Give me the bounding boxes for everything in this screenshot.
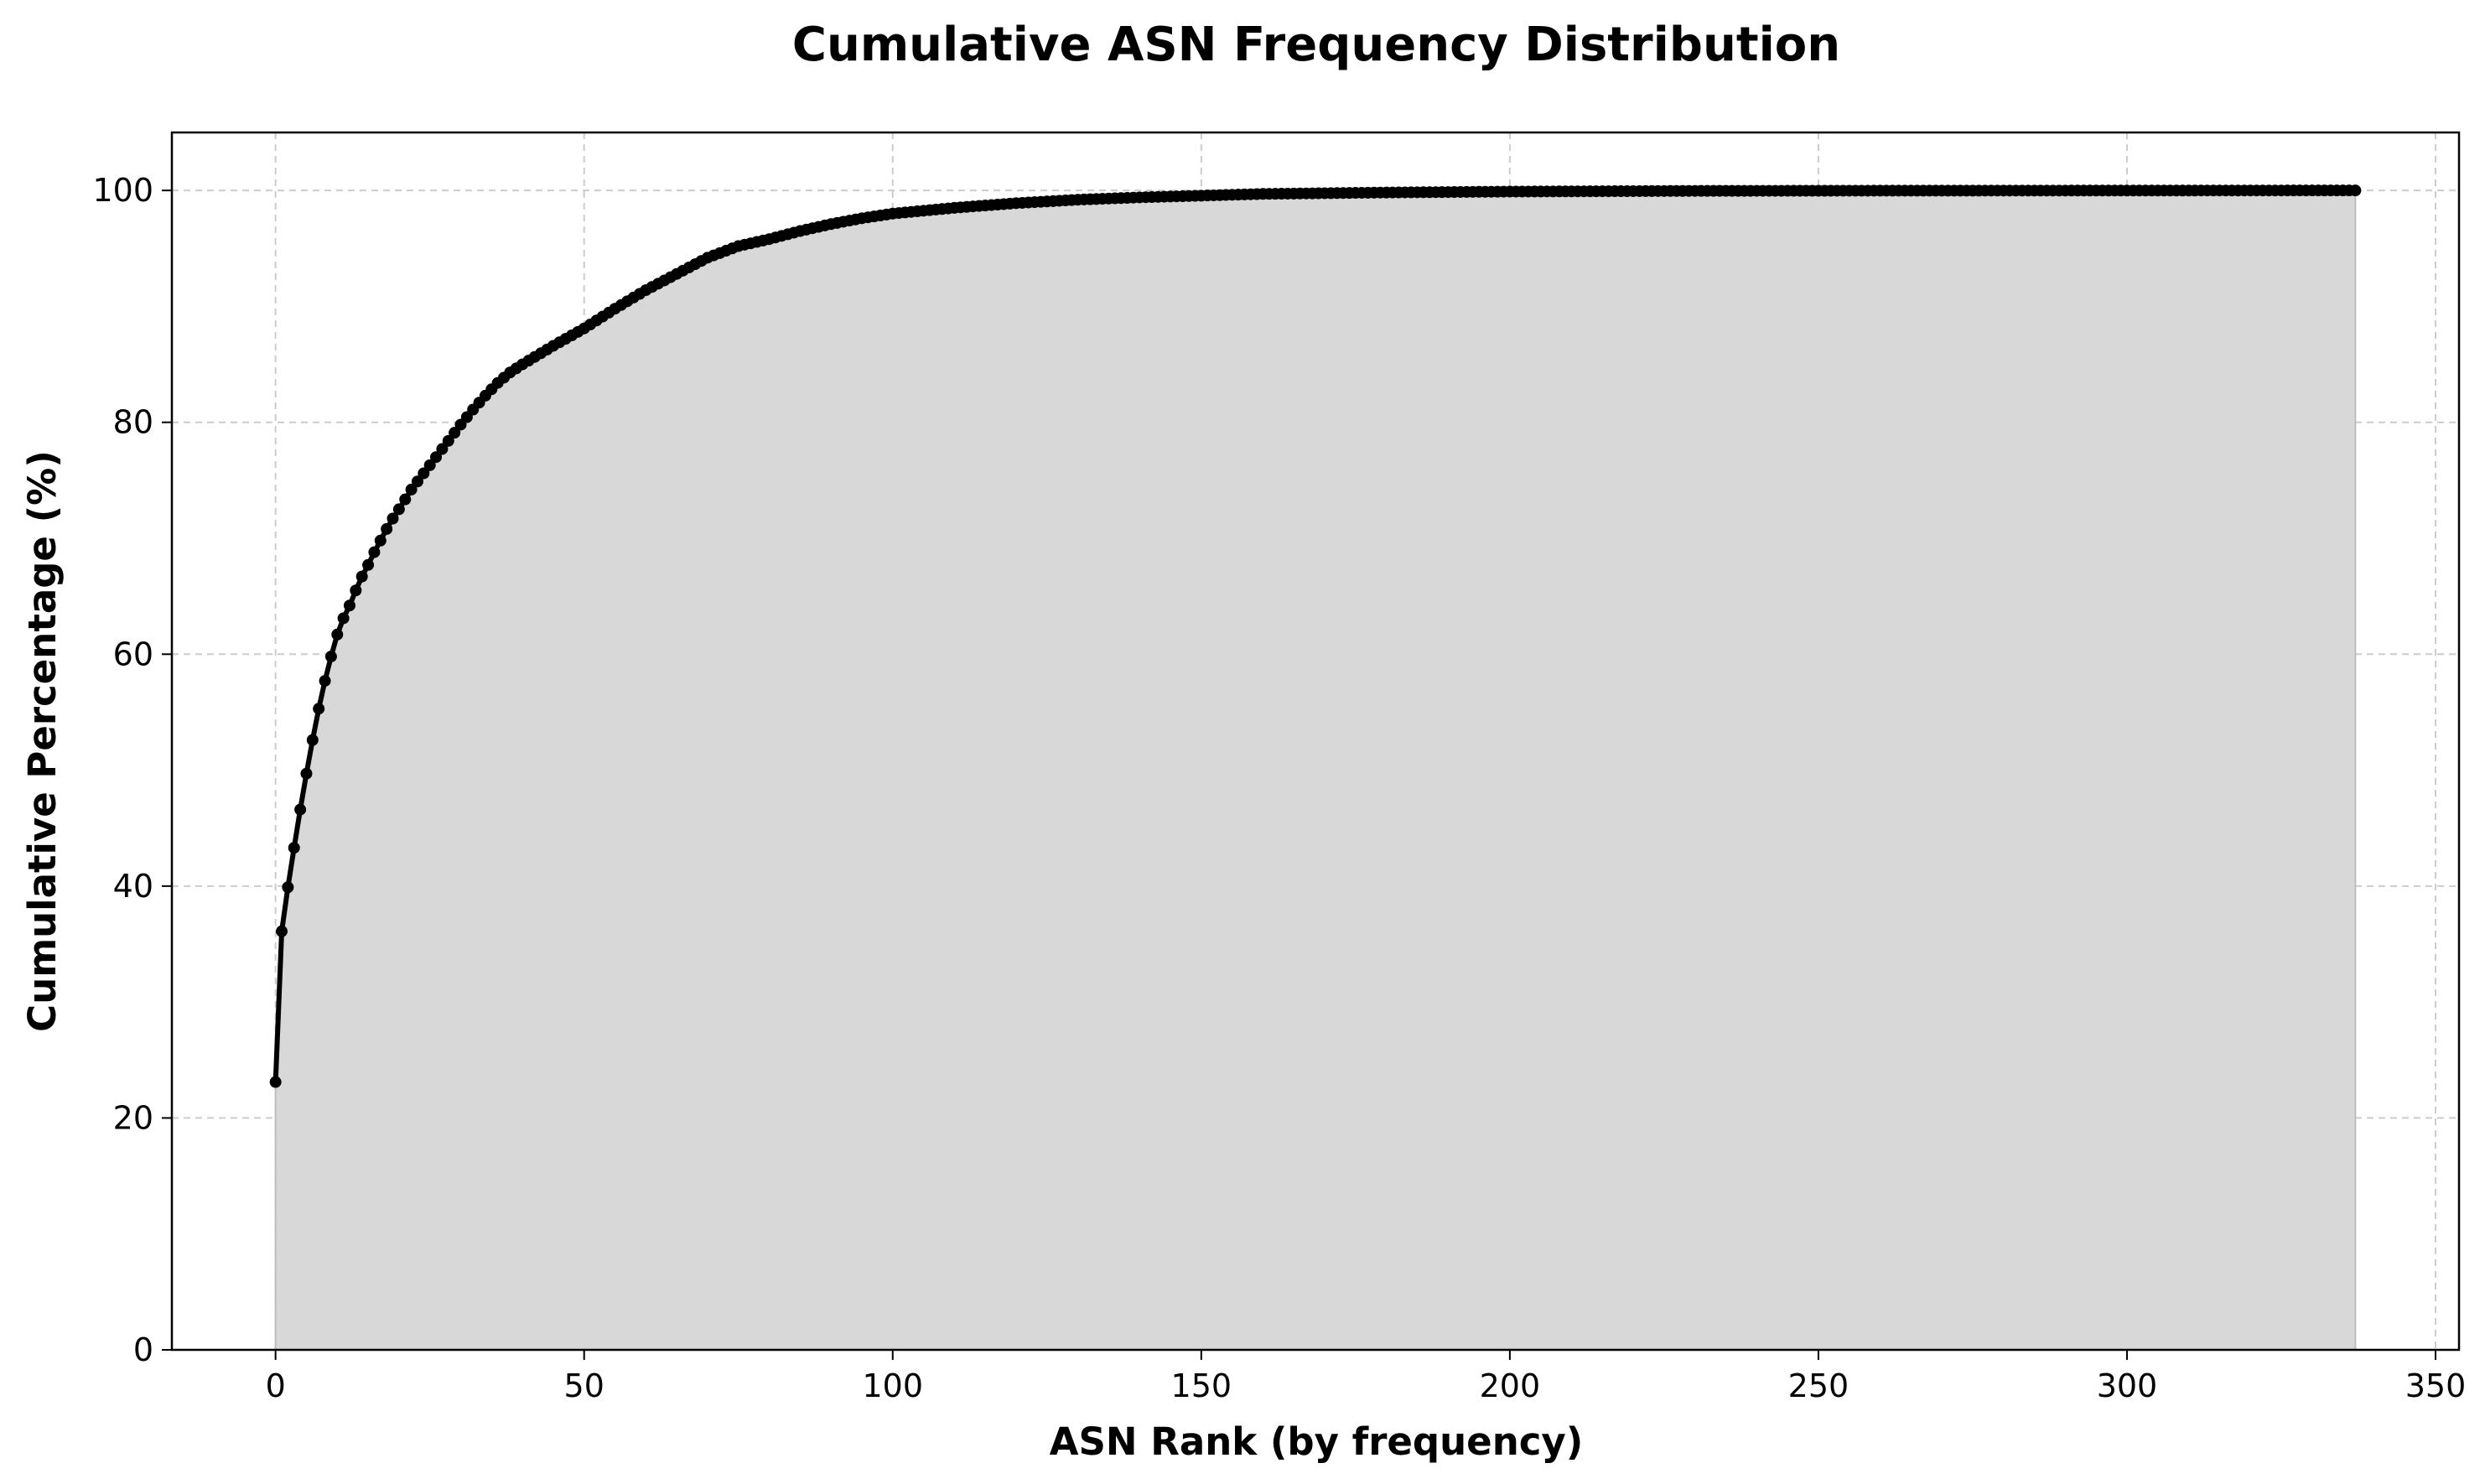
data-point	[282, 881, 294, 894]
x-axis-ticks: 0 50 100 150 200 250 300 350	[266, 1350, 2467, 1404]
data-point	[355, 570, 368, 583]
y-axis-label: Cumulative Percentage (%)	[20, 450, 65, 1032]
data-point	[405, 483, 418, 496]
y-tick-label: 40	[113, 868, 153, 905]
data-point	[430, 451, 443, 464]
data-point	[374, 534, 386, 547]
data-point	[449, 427, 461, 439]
data-point	[368, 546, 381, 558]
data-point	[331, 628, 344, 641]
data-point	[381, 522, 393, 535]
y-tick-label: 0	[133, 1331, 153, 1368]
cumulative-area-fill	[274, 189, 2357, 1351]
data-point	[269, 1076, 282, 1088]
data-point	[442, 434, 454, 447]
plot-frame	[170, 131, 2461, 1352]
data-point	[343, 599, 355, 612]
data-point	[411, 475, 423, 488]
data-point	[362, 558, 375, 571]
x-tick-label: 100	[863, 1367, 924, 1404]
chart-title: Cumulative ASN Frequency Distribution	[792, 18, 1840, 72]
data-point	[418, 467, 430, 480]
x-tick-label: 250	[1788, 1367, 1849, 1404]
data-point	[288, 842, 300, 854]
data-point	[2349, 184, 2362, 197]
y-axis-ticks: 0 20 40 60 80 100	[92, 172, 172, 1368]
data-point	[294, 803, 307, 816]
data-point	[423, 459, 436, 471]
x-tick-label: 350	[2405, 1367, 2467, 1404]
data-point	[386, 512, 399, 525]
x-axis-label: ASN Rank (by frequency)	[1050, 1419, 1584, 1464]
data-point	[300, 767, 313, 780]
data-point	[319, 675, 331, 688]
data-point	[350, 584, 362, 597]
y-tick-label: 80	[113, 404, 153, 441]
data-point	[436, 443, 449, 455]
data-point	[337, 612, 350, 625]
x-tick-label: 50	[564, 1367, 604, 1404]
x-tick-label: 200	[1480, 1367, 1541, 1404]
data-point	[324, 651, 337, 663]
y-tick-label: 60	[113, 636, 153, 672]
data-point	[276, 925, 288, 937]
data-point	[392, 503, 405, 516]
data-point	[399, 493, 412, 506]
x-tick-label: 150	[1171, 1367, 1232, 1404]
x-tick-label: 0	[266, 1367, 286, 1404]
data-point	[313, 703, 325, 715]
y-tick-label: 100	[92, 172, 153, 209]
data-point-markers	[269, 184, 2362, 1088]
data-point	[306, 734, 319, 746]
x-tick-label: 300	[2097, 1367, 2158, 1404]
y-tick-label: 20	[113, 1099, 153, 1136]
